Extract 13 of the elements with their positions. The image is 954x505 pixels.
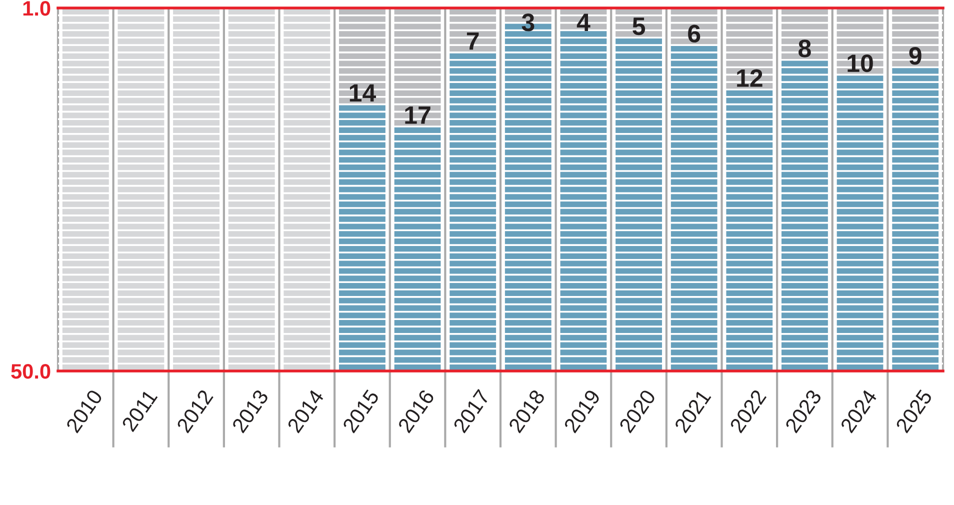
data-label: 12: [737, 69, 762, 87]
data-label: 6: [688, 24, 700, 43]
y-tick-label: 50.0: [11, 364, 50, 379]
data-label: 17: [405, 106, 430, 124]
data-label: 3: [522, 14, 534, 32]
data-label: 4: [576, 14, 590, 31]
data-label: 8: [798, 40, 811, 58]
data-label: 10: [848, 54, 873, 72]
data-label: 7: [466, 32, 479, 50]
data-label: 5: [632, 18, 646, 36]
data-label: 9: [909, 47, 922, 65]
y-tick-label: 1.0: [23, 1, 50, 16]
data-label: 14: [350, 84, 376, 102]
